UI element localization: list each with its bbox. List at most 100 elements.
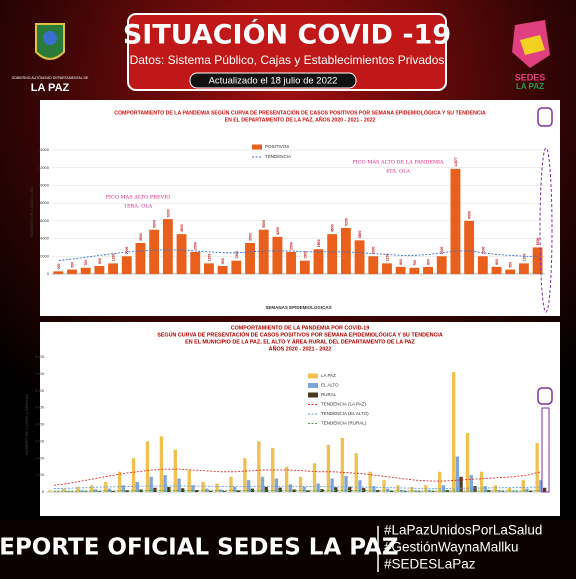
bar (340, 227, 351, 274)
trend-line (53, 489, 542, 492)
annotation: PICO MÁS ALTO PREVIO (106, 194, 171, 201)
chart-title: SEGÚN CURVA DE PRESENTACIÓN DE CASOS POS… (157, 330, 443, 338)
bar (327, 234, 338, 274)
bar (284, 466, 289, 492)
bar (190, 251, 201, 274)
data-label: 700 (84, 260, 88, 266)
data-label: 800 (495, 259, 499, 265)
bar (395, 266, 406, 274)
bar (176, 234, 187, 274)
data-label: 800 (399, 259, 403, 265)
y-tick-label: 5000 (35, 405, 45, 410)
data-label: 800 (427, 259, 431, 265)
bar (542, 487, 547, 492)
bar (173, 449, 177, 492)
updated-box (189, 72, 357, 89)
bar (271, 448, 275, 492)
footer-title: REPORTE OFICIAL SEDES LA PAZ (0, 535, 398, 561)
bar (473, 486, 477, 492)
bar (250, 488, 254, 492)
bar (535, 443, 539, 492)
highlight-box (541, 407, 550, 493)
bar (483, 486, 487, 492)
data-label: 3500 (139, 233, 143, 241)
data-label: 1200 (112, 254, 116, 262)
legend-label: TENDENCIA (265, 154, 291, 159)
data-label: 1500 (235, 251, 239, 259)
legend-label: TENDENCIA (RURAL) (321, 421, 367, 426)
data-label: 900 (98, 258, 102, 264)
bar (135, 243, 146, 274)
bar (288, 484, 293, 492)
data-label: 300 (57, 263, 61, 269)
data-label: 2500 (290, 242, 294, 250)
y-tick-label: 1000 (35, 472, 45, 477)
bar (410, 486, 414, 492)
bar (521, 480, 525, 492)
bar (286, 251, 297, 274)
bar (66, 490, 70, 492)
bar (177, 478, 181, 492)
bar (215, 483, 219, 492)
bar (348, 486, 352, 492)
trend-line (53, 485, 542, 490)
bar (167, 486, 171, 492)
bar (208, 490, 213, 492)
annotation: PICO MÁS ALTO DE LA PANDEMIA (352, 159, 444, 166)
bar (354, 240, 365, 274)
y-tick-label: 4000 (40, 236, 50, 241)
y-tick-label: 4000 (35, 422, 45, 427)
y-tick-label: 2000 (40, 253, 50, 258)
header-subtitle: Datos: Sistema Público, Cajas y Establec… (130, 53, 445, 67)
y-axis-label: NÚMERO DE CASOS x SE (29, 187, 34, 237)
bar (465, 432, 470, 492)
bar (217, 266, 228, 274)
bar (459, 476, 463, 492)
bar (258, 229, 269, 274)
data-label: 500 (70, 262, 74, 268)
chart-title: AÑOS 2020 - 2021 - 2022 (269, 345, 332, 352)
logo-text: LA PAZ (31, 82, 70, 94)
bar (431, 491, 435, 492)
bar (539, 480, 543, 492)
hashtag: #GestiónWaynaMallku (384, 540, 519, 555)
data-label: 5000 (153, 220, 157, 228)
bar (111, 490, 115, 492)
legend-label: RURAL (321, 392, 337, 397)
bar (76, 486, 80, 492)
bar (246, 480, 251, 492)
bar (264, 486, 268, 492)
legend-label: TENDENCIA (LA PAZ) (321, 402, 366, 407)
bar (382, 263, 392, 274)
bar (334, 487, 338, 492)
data-label: 900 (221, 258, 225, 264)
data-label: 1200 (522, 254, 526, 262)
bar (121, 485, 126, 492)
y-tick-label: 12000 (38, 165, 50, 170)
bar (409, 267, 420, 274)
legend-label: TENDENCIA (EL ALTO) (321, 411, 369, 416)
legend-swatch (308, 392, 318, 398)
bar (501, 491, 505, 492)
bar (90, 485, 94, 492)
footer-band (0, 520, 576, 579)
y-tick-label: 2000 (35, 455, 45, 460)
bar (80, 267, 91, 274)
y-tick-label: 10000 (38, 182, 50, 187)
y-tick-label: 3000 (35, 438, 45, 443)
highlight-ellipse (539, 147, 553, 313)
bar (423, 266, 433, 274)
data-label: 1200 (385, 254, 389, 262)
data-label: 4500 (331, 224, 335, 232)
bar (396, 485, 400, 492)
bar (518, 263, 529, 274)
bar (479, 471, 484, 492)
bar (48, 490, 52, 492)
bar (507, 487, 511, 492)
bar (464, 220, 475, 274)
data-label: 3800 (358, 231, 362, 239)
y-tick-label: 0 (47, 271, 50, 276)
y-tick-label: 14000 (38, 147, 50, 152)
data-label: 5200 (344, 218, 348, 226)
bar (153, 487, 157, 492)
